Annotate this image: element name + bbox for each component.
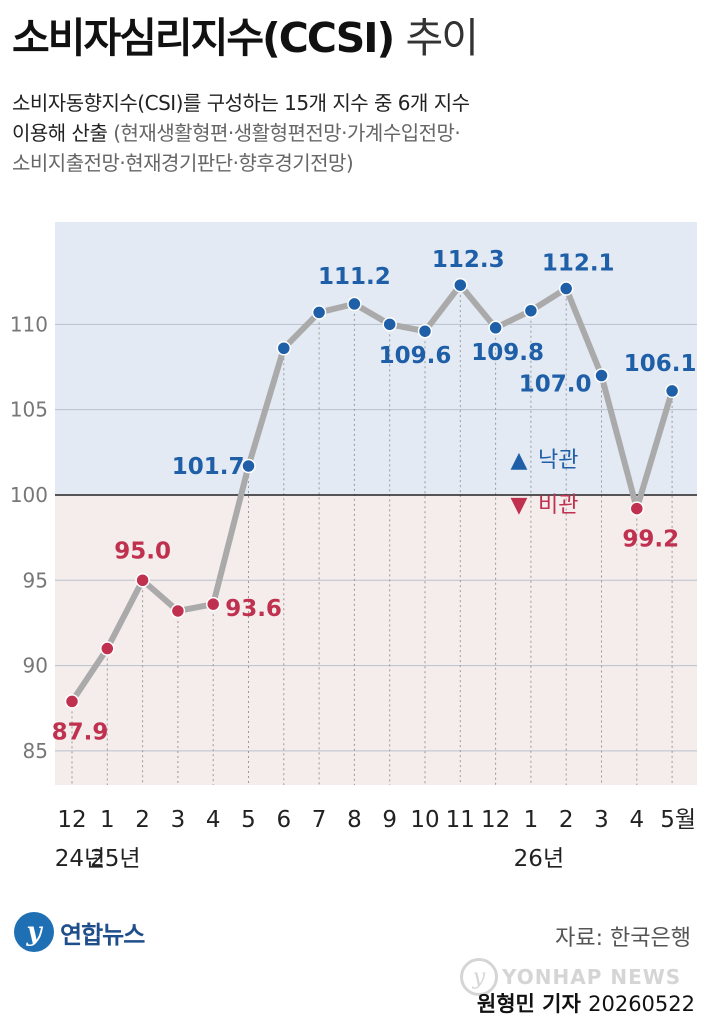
data-label: 101.7 bbox=[172, 454, 245, 480]
x-tick-label: 5 bbox=[241, 807, 256, 833]
page-title: 소비자심리지수(CCSI) 추이 bbox=[12, 4, 479, 64]
yonhap-logo-icon: y bbox=[14, 912, 54, 952]
desc-line-1: 소비자동향지수(CSI)를 구성하는 15개 지수 중 6개 지수 bbox=[12, 91, 470, 115]
data-point bbox=[311, 305, 327, 320]
data-label: 111.2 bbox=[318, 264, 391, 290]
data-label: 109.8 bbox=[471, 340, 544, 366]
legend-optimism-label: 낙관 bbox=[538, 448, 578, 473]
data-label: 107.0 bbox=[519, 372, 592, 398]
x-year-label: 24년 bbox=[55, 846, 105, 872]
x-tick-label: 4 bbox=[629, 807, 644, 833]
x-year-label: 25년 bbox=[90, 846, 140, 872]
line-chart: 85909510010511087.995.093.6101.7111.2109… bbox=[10, 222, 697, 872]
data-point bbox=[629, 501, 645, 516]
data-point bbox=[558, 281, 574, 296]
data-point bbox=[135, 573, 150, 588]
desc-line-2: 이용해 산출 (현재생활형편·생활형편전망·가계수입전망· bbox=[12, 118, 702, 148]
reporter-name: 원형민 기자 bbox=[476, 992, 581, 1016]
watermark: y YONHAP NEWS bbox=[460, 958, 681, 996]
data-point bbox=[241, 458, 256, 474]
watermark-text: YONHAP NEWS bbox=[502, 965, 682, 989]
brand-logo: y 연합뉴스 bbox=[14, 912, 145, 952]
data-point bbox=[170, 603, 186, 619]
desc-line-3: 소비지출전망·현재경기판단·향후경기전망) bbox=[12, 151, 354, 175]
x-tick-label: 2 bbox=[135, 807, 150, 833]
x-tick-label: 7 bbox=[312, 807, 327, 833]
chart-description: 소비자동향지수(CSI)를 구성하는 15개 지수 중 6개 지수 이용해 산출… bbox=[12, 88, 702, 178]
brand-name: 연합뉴스 bbox=[60, 920, 145, 949]
data-point bbox=[276, 340, 292, 356]
legend-up-icon: ▲ bbox=[511, 448, 528, 473]
y-tick-label: 105 bbox=[10, 398, 48, 422]
legend-pessimism-label: 비관 bbox=[538, 493, 578, 518]
x-tick-label: 11 bbox=[446, 807, 475, 833]
data-point bbox=[347, 296, 362, 312]
data-label: 112.3 bbox=[432, 247, 505, 273]
x-tick-label: 8 bbox=[347, 807, 362, 833]
x-tick-label: 9 bbox=[382, 807, 397, 833]
data-point bbox=[417, 323, 433, 339]
data-label: 99.2 bbox=[622, 527, 679, 553]
y-tick-label: 95 bbox=[23, 568, 48, 592]
data-point bbox=[594, 368, 609, 383]
x-tick-label: 1 bbox=[524, 807, 539, 833]
data-point bbox=[523, 303, 539, 318]
y-tick-label: 110 bbox=[10, 312, 48, 336]
optimism-band bbox=[55, 222, 697, 495]
x-tick-label: 4 bbox=[206, 807, 221, 833]
data-label: 95.0 bbox=[114, 538, 171, 564]
source-note: 자료: 한국은행 bbox=[555, 926, 691, 951]
x-tick-label: 10 bbox=[410, 807, 439, 833]
data-point bbox=[205, 596, 221, 612]
data-label: 87.9 bbox=[52, 719, 109, 745]
publish-date: 20260522 bbox=[588, 992, 695, 1016]
x-tick-label: 12 bbox=[57, 807, 86, 833]
title-sub: 추이 bbox=[405, 14, 479, 62]
data-label: 93.6 bbox=[225, 596, 282, 622]
data-label: 112.1 bbox=[542, 251, 615, 277]
data-label: 109.6 bbox=[379, 343, 452, 369]
legend-down-icon: ▼ bbox=[511, 493, 528, 518]
pessimism-band bbox=[55, 494, 697, 785]
data-label: 106.1 bbox=[624, 351, 697, 377]
desc-line-2-paren: (현재생활형편·생활형편전망·가계수입전망· bbox=[113, 121, 461, 145]
y-tick-label: 100 bbox=[10, 483, 48, 507]
title-main: 소비자심리지수(CCSI) bbox=[12, 14, 395, 62]
desc-line-2-main: 이용해 산출 bbox=[12, 121, 108, 145]
data-point bbox=[64, 694, 80, 709]
watermark-logo-icon: y bbox=[460, 958, 498, 996]
y-tick-label: 85 bbox=[23, 739, 48, 763]
x-tick-label: 2 bbox=[559, 807, 574, 833]
x-year-label: 26년 bbox=[514, 846, 564, 872]
x-tick-label: 1 bbox=[100, 807, 115, 833]
x-tick-label: 6 bbox=[276, 807, 291, 833]
x-tick-label: 5월 bbox=[660, 807, 696, 833]
data-point bbox=[664, 383, 680, 399]
reporter-credit: 원형민 기자 20260522 bbox=[477, 988, 695, 1018]
x-tick-label: 12 bbox=[481, 807, 510, 833]
data-point bbox=[382, 317, 397, 332]
y-tick-label: 90 bbox=[23, 654, 48, 678]
data-point bbox=[100, 641, 115, 656]
x-tick-label: 3 bbox=[171, 807, 186, 833]
data-point bbox=[488, 320, 503, 336]
series-line bbox=[69, 282, 676, 705]
data-point bbox=[453, 277, 468, 293]
x-tick-label: 3 bbox=[594, 807, 609, 833]
